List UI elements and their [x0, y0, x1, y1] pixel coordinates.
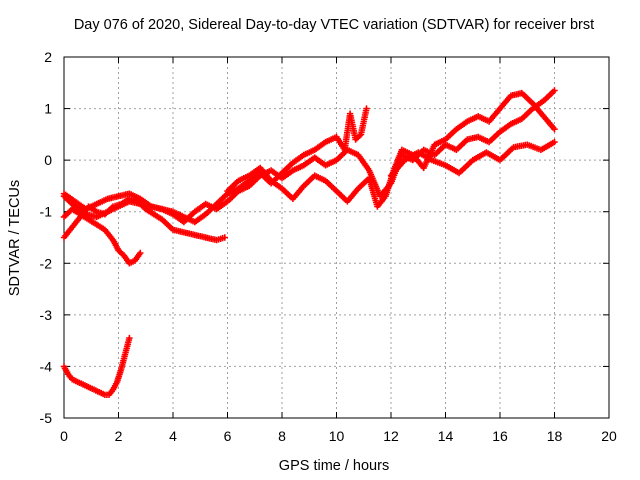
data-point: [551, 87, 558, 94]
y-tick-label: 2: [44, 49, 52, 65]
data-point: [126, 334, 133, 342]
series-track-1: [60, 334, 133, 398]
data-point: [551, 126, 558, 133]
data-point: [363, 105, 370, 112]
data-points: [60, 87, 558, 398]
data-point: [221, 234, 228, 241]
chart-title: Day 076 of 2020, Sidereal Day-to-day VTE…: [74, 17, 594, 33]
data-point: [551, 138, 558, 146]
x-tick-label: 16: [492, 428, 508, 444]
y-tick-label: -5: [40, 410, 53, 426]
x-tick-label: 10: [329, 428, 345, 444]
data-point: [356, 132, 363, 139]
data-point: [137, 249, 144, 257]
x-tick-label: 18: [547, 428, 563, 444]
y-axis-label: SDTVAR / TECUs: [7, 180, 23, 296]
series-track-6: [224, 89, 558, 210]
x-tick-label: 6: [224, 428, 232, 444]
x-tick-label: 20: [601, 428, 617, 444]
y-tick-label: -3: [40, 307, 53, 323]
x-tick-label: 0: [60, 428, 68, 444]
y-tick-label: 1: [44, 101, 52, 117]
series-track-7: [387, 138, 558, 179]
x-tick-label: 2: [115, 428, 123, 444]
y-tick-label: -1: [40, 204, 53, 220]
y-tick-label: 0: [44, 152, 52, 168]
x-tick-label: 4: [169, 428, 177, 444]
y-tick-label: -2: [40, 255, 53, 271]
y-tick-label: -4: [40, 358, 53, 374]
x-tick-label: 8: [278, 428, 286, 444]
x-axis-label: GPS time / hours: [279, 458, 389, 474]
x-tick-label: 14: [438, 428, 454, 444]
x-tick-label: 12: [383, 428, 399, 444]
grid: [64, 57, 609, 418]
